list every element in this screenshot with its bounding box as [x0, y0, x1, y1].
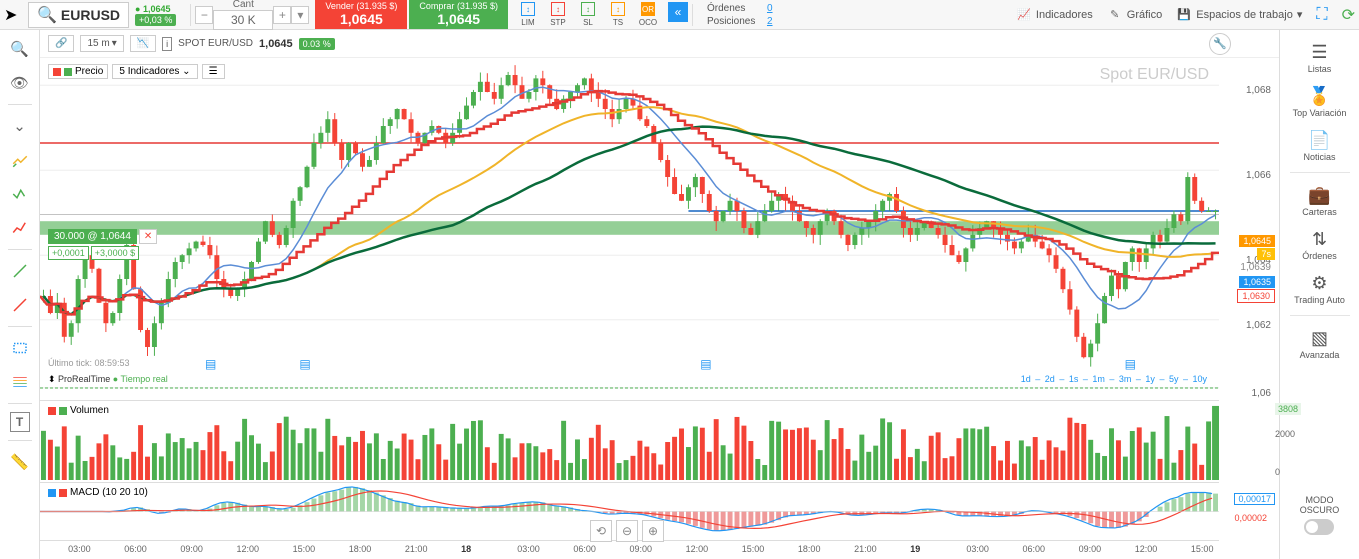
- chart-button[interactable]: ✎Gráfico: [1107, 7, 1162, 23]
- ticker-symbol: EURUSD: [61, 7, 120, 23]
- fullscreen-icon[interactable]: ⛶: [1316, 6, 1327, 24]
- order-marker[interactable]: 30.000 @ 1,0644✕ +0,0001+3,0000 $: [48, 226, 157, 260]
- chart-area: 🔗 15 m ▾ 📉 i SPOT EUR/USD 1,0645 0.03 % …: [40, 30, 1279, 559]
- positions-count[interactable]: 2: [767, 15, 773, 28]
- info-icon[interactable]: i: [162, 37, 172, 51]
- quote-badge: ● 1,0645 +0,03 %: [135, 4, 176, 26]
- order-types: ↕LIM ↕STP ↕SL ↕TS OROCO «: [514, 2, 688, 27]
- ordertype-oco[interactable]: OROCO: [634, 2, 662, 27]
- list-legend[interactable]: ☰: [202, 64, 225, 79]
- layers-icon: ▧: [1308, 326, 1332, 350]
- last-tick: Último tick: 08:59:53: [48, 358, 130, 368]
- svg-text:▤: ▤: [205, 357, 216, 371]
- tool-line-green[interactable]: [7, 258, 33, 284]
- volume-current: 3808: [1275, 403, 1301, 415]
- briefcase-icon: 💼: [1307, 183, 1331, 207]
- indicators-button[interactable]: 📈Indicadores: [1016, 7, 1093, 23]
- orders-count[interactable]: 0: [767, 2, 773, 15]
- rp-orders[interactable]: ⇅Órdenes: [1302, 227, 1337, 261]
- volume-panel[interactable]: Volumen 3808 2000 0: [40, 400, 1219, 480]
- tool-eye[interactable]: 👁: [7, 70, 33, 96]
- zoom-reset[interactable]: ⟲: [590, 520, 612, 542]
- tool-ruler[interactable]: 📏: [7, 449, 33, 475]
- quote-pct: +0,03 %: [135, 14, 176, 26]
- ordertype-ts[interactable]: ↕TS: [604, 2, 632, 27]
- left-toolbar: 🔍 👁 ⌄ T 📏: [0, 30, 40, 559]
- tool-search[interactable]: 🔍: [7, 36, 33, 62]
- list-icon: ☰: [1308, 40, 1332, 64]
- sync-icon[interactable]: ⟳: [1342, 5, 1355, 25]
- zoom-out[interactable]: ⊖: [616, 520, 638, 542]
- tool-draw[interactable]: [7, 147, 33, 173]
- zoom-in[interactable]: ⊕: [642, 520, 664, 542]
- ordertype-stp[interactable]: ↕STP: [544, 2, 572, 27]
- qty-minus[interactable]: −: [195, 6, 213, 24]
- rp-news[interactable]: 📄Noticias: [1303, 128, 1335, 162]
- tool-trend[interactable]: [7, 215, 33, 241]
- award-icon: 🏅: [1308, 84, 1332, 108]
- qty-input[interactable]: 30 K: [213, 10, 273, 30]
- tool-line-red[interactable]: [7, 292, 33, 318]
- rp-portfolios[interactable]: 💼Carteras: [1302, 183, 1337, 217]
- ordertype-lim[interactable]: ↕LIM: [514, 2, 542, 27]
- tool-text[interactable]: T: [10, 412, 30, 432]
- price-legend[interactable]: Precio: [48, 64, 108, 79]
- chart-type[interactable]: 📉: [130, 35, 156, 52]
- collapse-ordertypes[interactable]: «: [668, 2, 688, 22]
- prt-label: ⬍ ProRealTime ● Tiempo real: [48, 374, 168, 385]
- buy-button[interactable]: Comprar (31.935 $) 1,0645: [409, 0, 508, 29]
- instrument-pct: 0.03 %: [299, 38, 335, 50]
- instrument-price: 1,0645: [259, 38, 293, 50]
- tool-fib[interactable]: [7, 369, 33, 395]
- link-button[interactable]: 🔗: [48, 35, 74, 52]
- topbar: ➤ 🔍 EURUSD ● 1,0645 +0,03 % − Cant 30 K …: [0, 0, 1359, 30]
- chart-icon: ✎: [1107, 7, 1123, 23]
- orders-info: Órdenes0 Posiciones2: [707, 2, 773, 28]
- dark-mode-toggle[interactable]: MODO OSCURO: [1300, 495, 1340, 539]
- chart-settings[interactable]: 🔧: [1209, 33, 1231, 55]
- rp-advanced[interactable]: ▧Avanzada: [1300, 326, 1340, 360]
- macd-label: MACD (10 20 10): [70, 487, 148, 498]
- watermark: Spot EUR/USD: [1100, 66, 1209, 84]
- svg-text:▤: ▤: [1125, 357, 1136, 371]
- qty-dropdown[interactable]: ▾: [291, 6, 309, 24]
- tool-indicator[interactable]: [7, 181, 33, 207]
- transfer-icon: ⇅: [1308, 227, 1332, 251]
- tool-expand[interactable]: ⌄: [7, 113, 33, 139]
- ordertype-sl[interactable]: ↕SL: [574, 2, 602, 27]
- gear-icon: ⚙: [1307, 271, 1331, 295]
- right-panel: ☰Listas 🏅Top Variación 📄Noticias 💼Carter…: [1279, 30, 1359, 559]
- ticker-search[interactable]: 🔍 EURUSD: [28, 2, 129, 28]
- rp-top[interactable]: 🏅Top Variación: [1293, 84, 1347, 118]
- main-chart[interactable]: ▤ ▤ ▤ ▤: [40, 58, 1219, 398]
- y-axis: 1,0681,0661,0641,0621,061,06457s1,06391,…: [1219, 58, 1279, 398]
- workspaces-button[interactable]: 💾Espacios de trabajo ▾: [1176, 7, 1302, 23]
- search-icon: 🔍: [37, 5, 57, 25]
- indicators-icon: 📈: [1016, 7, 1032, 23]
- save-icon: 💾: [1176, 7, 1192, 23]
- cursor-icon: ➤: [4, 5, 20, 25]
- order-close[interactable]: ✕: [139, 229, 157, 244]
- svg-text:▤: ▤: [299, 357, 310, 371]
- rp-autotrading[interactable]: ⚙Trading Auto: [1294, 271, 1345, 305]
- qty-plus[interactable]: +: [273, 6, 291, 24]
- timeframe-select[interactable]: 15 m ▾: [80, 35, 123, 52]
- quote-price: ● 1,0645: [135, 4, 176, 14]
- rp-lists[interactable]: ☰Listas: [1308, 40, 1332, 74]
- zoom-controls: ⟲ ⊖ ⊕: [590, 520, 664, 542]
- sell-button[interactable]: Vender (31.935 $) 1,0645: [315, 0, 407, 29]
- qty-label: Cant: [233, 0, 254, 10]
- volume-label: Volumen: [70, 405, 109, 416]
- chart-toolbar: 🔗 15 m ▾ 📉 i SPOT EUR/USD 1,0645 0.03 % …: [40, 30, 1279, 58]
- instrument-label: SPOT EUR/USD: [178, 38, 253, 49]
- indicators-legend[interactable]: 5 Indicadores ⌄: [112, 64, 197, 79]
- tool-rect[interactable]: [7, 335, 33, 361]
- timeframe-links[interactable]: 1d – 2d – 1s – 1m – 3m – 1y – 5y – 10y: [1019, 374, 1209, 384]
- x-axis: 03:0006:0009:0012:0015:0018:0021:001803:…: [40, 540, 1219, 559]
- svg-text:▤: ▤: [700, 357, 711, 371]
- news-icon: 📄: [1307, 128, 1331, 152]
